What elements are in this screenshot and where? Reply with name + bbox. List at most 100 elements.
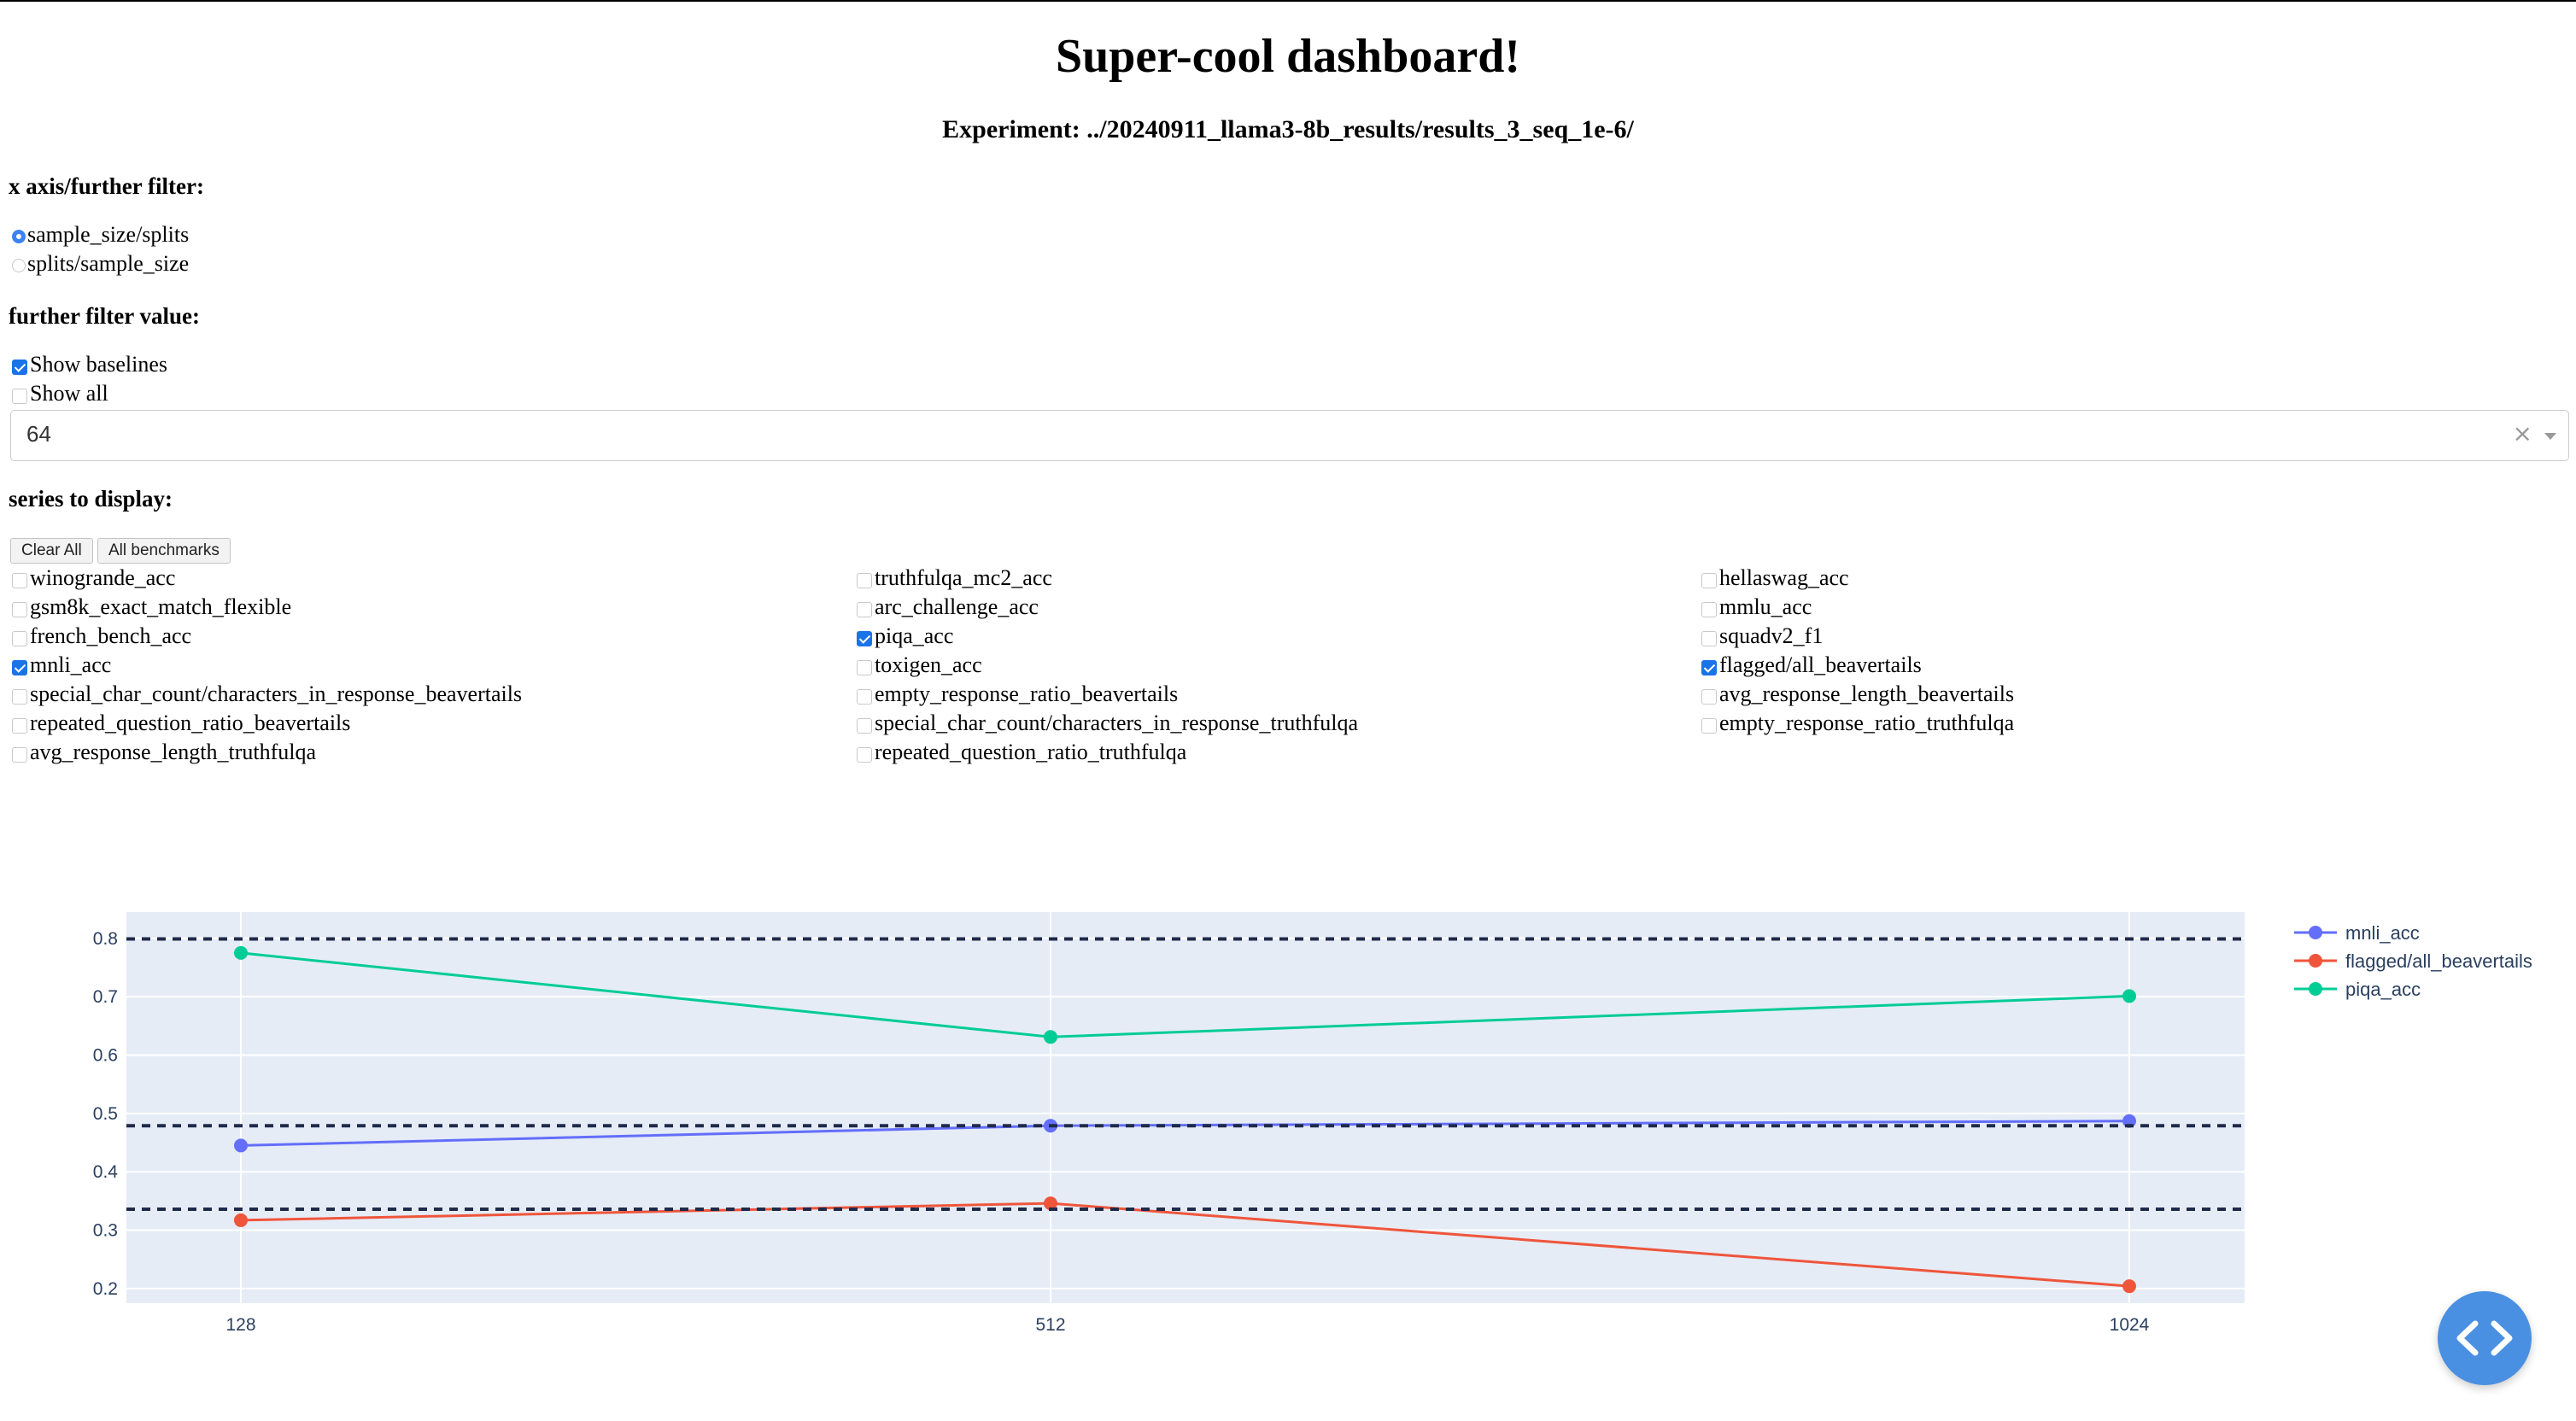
series-option-arc-challenge-acc[interactable]: arc_challenge_acc [855, 593, 1039, 622]
legend-label: flagged/all_beavertails [2345, 950, 2532, 972]
series-option-label: repeated_question_ratio_truthfulqa [875, 740, 1187, 764]
series-option-label: hellaswag_acc [1719, 565, 1849, 590]
series-option-label: mmlu_acc [1719, 594, 1812, 619]
series-option-label: flagged/all_beavertails [1719, 652, 1922, 677]
checkbox[interactable] [1701, 572, 1717, 588]
plot-background [126, 912, 2245, 1303]
checkbox[interactable] [12, 572, 27, 588]
series-option-hellaswag-acc[interactable]: hellaswag_acc [1700, 564, 1849, 593]
series-option-avg-response-length-beavertails[interactable]: avg_response_length_beavertails [1700, 680, 2014, 709]
radio-label: sample_size/splits [27, 222, 190, 247]
series-option-empty-response-ratio-truthfulqa[interactable]: empty_response_ratio_truthfulqa [1700, 709, 2014, 738]
legend-marker [2309, 954, 2322, 968]
filter-value-dropdown[interactable]: 64 × [10, 410, 2569, 461]
code-toggle-button[interactable] [2438, 1291, 2532, 1385]
data-point [2122, 1279, 2136, 1294]
checkbox[interactable] [857, 717, 872, 734]
series-option-squadv2-f1[interactable]: squadv2_f1 [1700, 622, 1823, 651]
series-option-special-char-count-characters-in-response-truthfulqa[interactable]: special_char_count/characters_in_respons… [855, 709, 1358, 738]
series-option-label: piqa_acc [875, 623, 954, 648]
all-benchmarks-button[interactable]: All benchmarks [97, 538, 231, 564]
checkbox[interactable] [857, 572, 872, 588]
checkbox[interactable] [1701, 717, 1717, 734]
legend-label: mnli_acc [2345, 922, 2420, 944]
chevron-down-icon[interactable] [2544, 433, 2556, 440]
checkbox[interactable] [857, 688, 872, 705]
series-option-label: empty_response_ratio_beavertails [875, 681, 1179, 706]
radio-button[interactable] [12, 259, 26, 272]
y-tick-label: 0.7 [93, 987, 118, 1007]
legend-marker [2309, 982, 2322, 996]
series-option-empty-response-ratio-beavertails[interactable]: empty_response_ratio_beavertails [855, 680, 1178, 709]
legend-label: piqa_acc [2345, 979, 2421, 1000]
checkbox[interactable] [857, 659, 872, 675]
data-point [234, 1213, 248, 1227]
series-option-label: repeated_question_ratio_beavertails [30, 710, 351, 735]
series-option-label: avg_response_length_truthfulqa [30, 740, 317, 764]
y-tick-label: 0.2 [93, 1279, 118, 1299]
checkbox[interactable] [12, 746, 27, 763]
legend-marker [2309, 926, 2322, 939]
checkbox[interactable] [1701, 601, 1717, 617]
data-point [234, 1138, 248, 1153]
x-tick-label: 512 [1035, 1315, 1065, 1335]
series-option-winogrande-acc[interactable]: winogrande_acc [10, 564, 175, 593]
checkbox[interactable] [12, 601, 27, 617]
series-option-label: squadv2_f1 [1719, 623, 1824, 648]
series-option-label: gsm8k_exact_match_flexible [30, 594, 292, 619]
series-option-gsm8k-exact-match-flexible[interactable]: gsm8k_exact_match_flexible [10, 593, 291, 622]
code-brackets-icon [2456, 1320, 2513, 1356]
show-baselines-checkbox[interactable]: Show baselines [10, 350, 167, 379]
page-title: Super-cool dashboard! [1055, 30, 1520, 83]
x-tick-label: 1024 [2110, 1315, 2150, 1335]
checkbox-checked[interactable] [12, 659, 27, 675]
clear-icon[interactable]: × [2512, 419, 2532, 447]
y-tick-label: 0.3 [93, 1221, 118, 1241]
checkbox[interactable] [12, 630, 27, 646]
series-option-label: toxigen_acc [875, 652, 982, 677]
series-option-repeated-question-ratio-beavertails[interactable]: repeated_question_ratio_beavertails [10, 709, 350, 738]
radio-button-selected[interactable] [12, 230, 26, 243]
series-option-mmlu-acc[interactable]: mmlu_acc [1700, 593, 1812, 622]
series-option-label: mnli_acc [30, 652, 112, 677]
show-all-checkbox[interactable]: Show all [10, 379, 108, 408]
series-option-label: empty_response_ratio_truthfulqa [1719, 710, 2015, 735]
radio-splits-sample-size[interactable]: splits/sample_size [10, 249, 189, 278]
dropdown-selected-value: 64 [26, 421, 51, 447]
radio-label: splits/sample_size [27, 251, 190, 276]
series-option-french-bench-acc[interactable]: french_bench_acc [10, 622, 191, 651]
radio-sample-size-splits[interactable]: sample_size/splits [10, 220, 189, 249]
checkbox[interactable] [857, 746, 872, 763]
checkbox[interactable] [12, 717, 27, 734]
checkbox[interactable] [12, 388, 27, 404]
series-option-repeated-question-ratio-truthfulqa[interactable]: repeated_question_ratio_truthfulqa [855, 738, 1186, 767]
series-option-label: truthfulqa_mc2_acc [875, 565, 1052, 590]
checkbox-checked[interactable] [1701, 659, 1717, 675]
checkbox-label: Show all [30, 381, 108, 406]
series-to-display-label: series to display: [9, 486, 173, 512]
checkbox[interactable] [857, 601, 872, 617]
x-tick-label: 128 [225, 1315, 255, 1335]
series-option-mnli-acc[interactable]: mnli_acc [10, 651, 111, 680]
series-option-label: special_char_count/characters_in_respons… [30, 681, 523, 706]
checkbox[interactable] [1701, 688, 1717, 705]
y-tick-label: 0.5 [93, 1104, 118, 1124]
top-border [0, 0, 2576, 2]
clear-all-button[interactable]: Clear All [10, 538, 93, 564]
series-option-toxigen-acc[interactable]: toxigen_acc [855, 651, 982, 680]
data-point [234, 945, 248, 960]
checkbox[interactable] [12, 688, 27, 705]
series-option-label: special_char_count/characters_in_respons… [875, 710, 1358, 735]
checkbox[interactable] [1701, 630, 1717, 646]
line-chart: 0.2 0.3 0.4 0.5 0.6 0.7 0.8 128 512 1024 mnli_accf… [93, 912, 2532, 1335]
checkbox-checked[interactable] [857, 630, 872, 646]
x-axis-filter-label: x axis/further filter: [9, 173, 204, 199]
data-point [2122, 989, 2136, 1003]
series-option-flagged-all-beavertails[interactable]: flagged/all_beavertails [1700, 651, 1922, 680]
series-option-avg-response-length-truthfulqa[interactable]: avg_response_length_truthfulqa [10, 738, 316, 767]
series-option-truthfulqa-mc2-acc[interactable]: truthfulqa_mc2_acc [855, 564, 1052, 593]
checkbox-checked[interactable] [12, 359, 27, 375]
y-tick-label: 0.8 [93, 929, 118, 949]
series-option-piqa-acc[interactable]: piqa_acc [855, 622, 953, 651]
series-option-special-char-count-characters-in-response-beavertails[interactable]: special_char_count/characters_in_respons… [10, 680, 522, 709]
